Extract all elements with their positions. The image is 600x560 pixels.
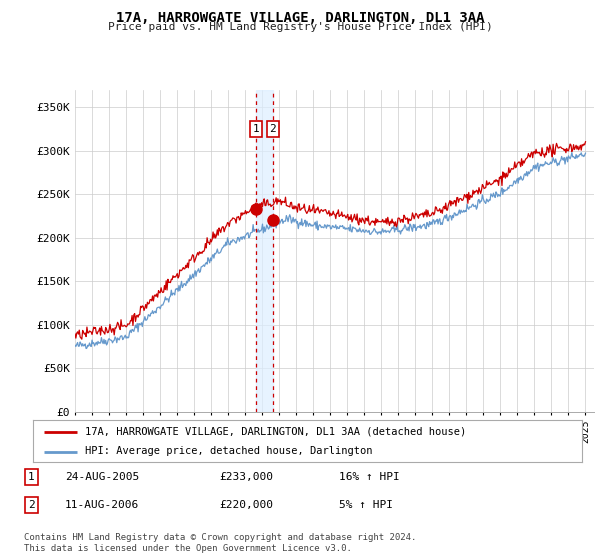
Text: Contains HM Land Registry data © Crown copyright and database right 2024.
This d: Contains HM Land Registry data © Crown c… (24, 533, 416, 553)
Text: 17A, HARROWGATE VILLAGE, DARLINGTON, DL1 3AA (detached house): 17A, HARROWGATE VILLAGE, DARLINGTON, DL1… (85, 427, 466, 437)
Text: Price paid vs. HM Land Registry's House Price Index (HPI): Price paid vs. HM Land Registry's House … (107, 22, 493, 32)
Text: 11-AUG-2006: 11-AUG-2006 (65, 500, 139, 510)
Text: 24-AUG-2005: 24-AUG-2005 (65, 472, 139, 482)
Text: 2: 2 (28, 500, 35, 510)
Text: 17A, HARROWGATE VILLAGE, DARLINGTON, DL1 3AA: 17A, HARROWGATE VILLAGE, DARLINGTON, DL1… (116, 11, 484, 25)
Text: 5% ↑ HPI: 5% ↑ HPI (339, 500, 393, 510)
Text: 1: 1 (28, 472, 35, 482)
Bar (256, 90, 273, 412)
Text: 16% ↑ HPI: 16% ↑ HPI (339, 472, 400, 482)
Text: HPI: Average price, detached house, Darlington: HPI: Average price, detached house, Darl… (85, 446, 373, 456)
Text: 1: 1 (253, 124, 260, 134)
Text: 2: 2 (269, 124, 276, 134)
Text: £233,000: £233,000 (219, 472, 273, 482)
Text: £220,000: £220,000 (219, 500, 273, 510)
